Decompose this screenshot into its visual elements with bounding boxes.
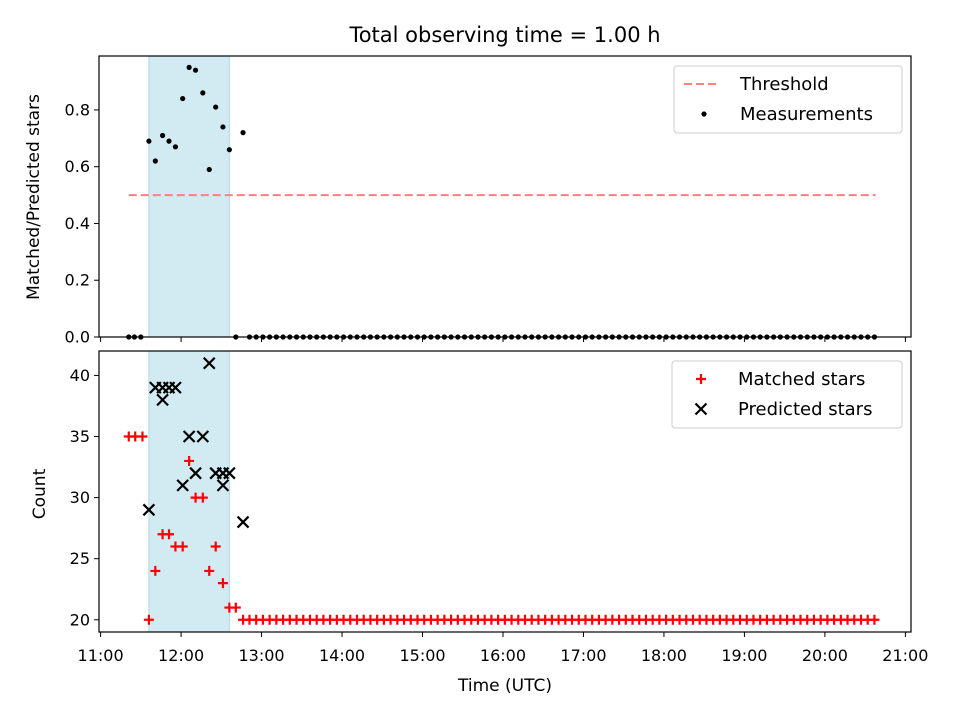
y-tick-label: 0.0 <box>65 328 90 347</box>
matched-star-point <box>230 602 241 613</box>
legend-matched-swatch <box>696 374 706 384</box>
predicted-star-point <box>216 479 230 492</box>
chart-title: Total observing time = 1.00 h <box>348 23 660 47</box>
x-tick-label: 21:00 <box>882 646 928 665</box>
observing-window-span <box>148 55 230 338</box>
y-tick-label: 35 <box>70 427 90 446</box>
matched-star-point <box>210 541 221 552</box>
predicted-star-point <box>169 381 182 394</box>
legend-box <box>673 65 903 134</box>
measurement-point <box>206 166 212 173</box>
x-tick-label: 17:00 <box>560 646 606 665</box>
ratio-panel: 0.0 0.2 0.4 0.6 0.8 Threshold Measurements <box>65 55 912 347</box>
y-tick-label: 0.2 <box>65 271 90 290</box>
legend-measurements-swatch <box>701 111 707 117</box>
measurement-point <box>146 138 152 144</box>
measurement-point <box>186 64 192 70</box>
legend-predicted-label: Predicted stars <box>738 399 872 420</box>
y-axis-label-ratio: Matched/Predicted stars <box>24 94 44 300</box>
predicted-star-point <box>196 430 210 443</box>
axes-frame <box>98 55 912 338</box>
x-tick-label: 11:00 <box>78 646 124 665</box>
measurement-point <box>213 104 219 110</box>
legend-matched-label: Matched stars <box>738 369 865 390</box>
y-tick-label: 0.8 <box>65 100 90 119</box>
matched-star-point <box>177 541 188 552</box>
matched-star-point <box>204 565 215 576</box>
x-tick-label: 13:00 <box>239 646 285 665</box>
matched-star-point <box>197 492 208 503</box>
matched-star-point <box>184 455 195 466</box>
y-tick-label: 25 <box>70 549 90 568</box>
predicted-star-point <box>156 393 169 407</box>
axes-frame <box>98 350 912 633</box>
y-tick-label: 0.6 <box>65 157 90 176</box>
matched-star-point <box>150 565 161 576</box>
matched-star-point <box>137 431 148 442</box>
predicted-star-point <box>223 466 236 480</box>
x-tick-label: 12:00 <box>158 646 204 665</box>
legend-box <box>671 360 903 429</box>
x-tick-label: 20:00 <box>802 646 848 665</box>
legend-measurements-label: Measurements <box>740 104 873 125</box>
observing-window-span <box>148 350 230 633</box>
measurement-point <box>159 132 166 139</box>
x-tick-label: 19:00 <box>721 646 767 665</box>
matched-star-point <box>869 614 880 625</box>
predicted-star-point <box>189 466 202 480</box>
matched-star-point <box>217 578 228 589</box>
x-tick-label: 16:00 <box>480 646 526 665</box>
measurement-point <box>152 158 158 164</box>
y-tick-label: 40 <box>70 366 90 385</box>
x-tick-label: 14:00 <box>319 646 365 665</box>
measurement-point <box>166 138 172 144</box>
y-tick-label: 0.4 <box>65 214 90 233</box>
count-panel: 20 25 30 35 40 11:00 12:00 13:00 14:00 15:00 16:00… <box>70 350 928 665</box>
y-tick-label: 30 <box>70 488 90 507</box>
legend-predicted-swatch <box>694 402 708 416</box>
measurement-point <box>220 124 226 130</box>
matched-star-point <box>143 614 154 625</box>
predicted-star-point <box>176 479 189 492</box>
measurement-point <box>192 67 199 73</box>
legend-threshold-label: Threshold <box>739 74 829 95</box>
measurement-point <box>226 147 232 153</box>
x-tick-label: 18:00 <box>641 646 687 665</box>
measurement-point <box>180 95 186 102</box>
measurement-point <box>200 90 206 96</box>
x-tick-label: 15:00 <box>399 646 445 665</box>
measurement-point <box>240 130 246 136</box>
matched-star-point <box>164 529 175 540</box>
predicted-star-point <box>236 515 250 529</box>
x-axis-label: Time (UTC) <box>457 676 552 696</box>
predicted-star-point <box>142 503 156 517</box>
predicted-star-point <box>202 356 216 370</box>
measurement-point <box>172 144 179 150</box>
y-tick-label: 20 <box>70 610 90 629</box>
predicted-star-point <box>182 430 196 443</box>
y-axis-label-count: Count <box>30 468 50 519</box>
